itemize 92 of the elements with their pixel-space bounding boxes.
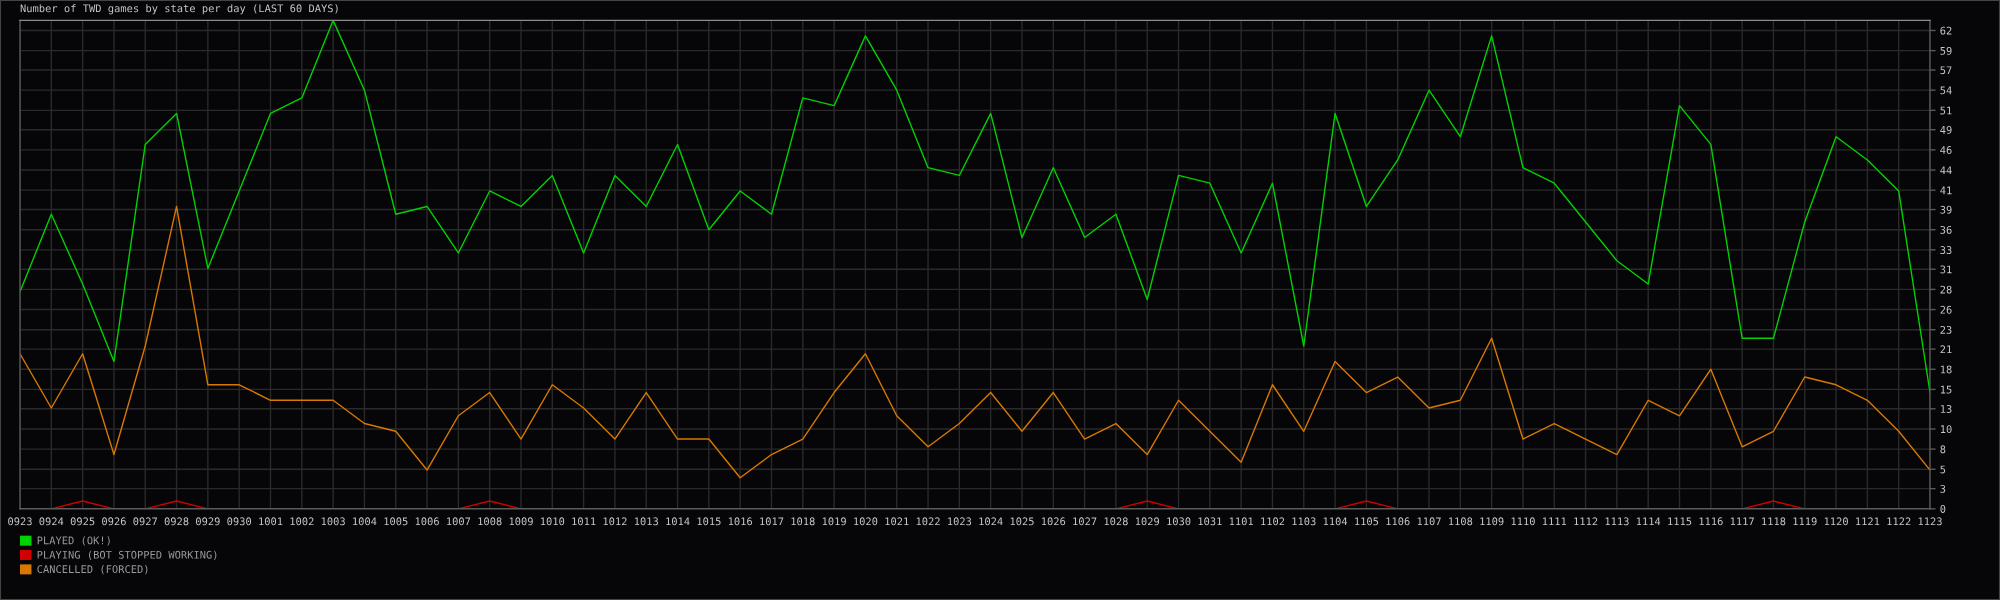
y-tick-label: 31 <box>1940 265 1952 274</box>
y-tick-label: 0 <box>1940 505 1946 513</box>
y-tick-label: 36 <box>1940 225 1952 234</box>
x-tick-label: 1015 <box>697 517 721 526</box>
x-tick-label: 1113 <box>1605 517 1629 526</box>
y-tick-label: 8 <box>1940 445 1946 454</box>
line-series <box>20 205 1930 479</box>
x-tick-label: 1029 <box>1135 517 1160 526</box>
x-tick-label: 0926 <box>102 517 126 526</box>
x-tick-label: 1007 <box>447 517 471 526</box>
legend-label: PLAYING (BOT STOPPED WORKING) <box>37 550 217 560</box>
x-tick-label: 0924 <box>39 517 64 526</box>
x-tick-label: 1114 <box>1636 517 1661 526</box>
x-tick-label: 0927 <box>133 517 158 526</box>
x-tick-label: 1016 <box>728 517 753 526</box>
x-tick-label: 1005 <box>384 517 408 526</box>
x-tick-label: 1017 <box>760 517 784 526</box>
y-tick-label: 62 <box>1940 26 1952 35</box>
x-tick-label: 1119 <box>1793 517 1817 526</box>
x-tick-label: 1105 <box>1355 517 1379 526</box>
x-tick-label: 1006 <box>415 517 439 526</box>
x-tick-label: 1019 <box>822 517 846 526</box>
y-tick-label: 54 <box>1940 86 1952 95</box>
x-tick-label: 1121 <box>1856 517 1880 526</box>
y-tick-label: 18 <box>1940 365 1952 374</box>
x-tick-label: 1004 <box>353 517 377 526</box>
y-tick-label: 49 <box>1940 125 1952 134</box>
x-tick-label: 0928 <box>164 517 189 526</box>
x-tick-label: 1013 <box>634 517 658 526</box>
x-tick-label: 1030 <box>1167 517 1191 526</box>
x-tick-label: 1116 <box>1699 517 1723 526</box>
x-tick-label: 1123 <box>1918 517 1942 526</box>
chart-title: Number of TWD games by state per day (LAST 60 DAYS) <box>20 4 338 15</box>
x-tick-label: 0925 <box>70 517 95 526</box>
y-tick-label: 33 <box>1940 246 1952 254</box>
x-tick-label: 0929 <box>196 517 220 526</box>
x-tick-label: 1001 <box>259 517 283 526</box>
y-tick-label: 3 <box>1940 484 1946 493</box>
legend-label: CANCELLED (FORCED) <box>37 565 148 575</box>
x-tick-label: 1107 <box>1417 517 1441 526</box>
x-tick-label: 1024 <box>979 517 1003 526</box>
x-tick-label: 1111 <box>1542 517 1567 526</box>
y-tick-label: 26 <box>1940 305 1952 314</box>
x-tick-label: 1118 <box>1762 517 1786 526</box>
x-tick-label: 1008 <box>478 517 502 526</box>
y-tick-label: 23 <box>1940 325 1952 334</box>
y-tick-label: 5 <box>1940 465 1946 474</box>
x-tick-label: 1011 <box>572 517 596 526</box>
legend-label: PLAYED (OK!) <box>37 536 110 546</box>
x-tick-label: 1020 <box>854 517 878 526</box>
x-tick-label: 1122 <box>1887 517 1911 526</box>
y-tick-label: 46 <box>1940 146 1952 154</box>
x-tick-label: 1120 <box>1824 517 1848 526</box>
y-tick-label: 10 <box>1940 425 1952 434</box>
x-tick-label: 1002 <box>290 517 314 526</box>
x-tick-label: 1026 <box>1041 517 1066 526</box>
x-tick-label: 1021 <box>885 517 909 526</box>
x-tick-label: 1003 <box>321 517 345 526</box>
y-tick-label: 28 <box>1940 285 1952 294</box>
y-tick-label: 39 <box>1940 205 1952 214</box>
y-tick-label: 57 <box>1940 66 1952 75</box>
x-tick-label: 1025 <box>1010 517 1034 526</box>
x-tick-label: 1108 <box>1449 517 1473 526</box>
x-tick-label: 1102 <box>1261 517 1285 526</box>
x-tick-label: 1106 <box>1386 517 1410 526</box>
x-tick-label: 1022 <box>916 517 940 526</box>
y-tick-label: 15 <box>1940 385 1952 394</box>
y-tick-label: 44 <box>1940 166 1952 175</box>
x-tick-label: 1014 <box>666 517 690 526</box>
x-tick-label: 1027 <box>1073 517 1097 526</box>
x-tick-label: 1109 <box>1480 517 1504 526</box>
x-tick-label: 1115 <box>1668 517 1692 526</box>
x-tick-label: 1028 <box>1104 517 1128 526</box>
x-tick-label: 1012 <box>603 517 627 526</box>
x-tick-label: 1103 <box>1292 517 1316 526</box>
x-tick-label: 1023 <box>948 517 972 526</box>
x-tick-label: 1009 <box>509 517 533 526</box>
y-tick-label: 59 <box>1940 46 1952 55</box>
x-tick-label: 1010 <box>541 517 565 526</box>
y-tick-label: 41 <box>1940 186 1952 195</box>
y-tick-label: 13 <box>1940 405 1952 413</box>
x-tick-label: 1101 <box>1229 517 1253 526</box>
y-tick-label: 21 <box>1940 345 1952 354</box>
x-tick-label: 1104 <box>1323 517 1348 526</box>
x-tick-label: 0930 <box>227 517 252 526</box>
x-tick-label: 1112 <box>1574 517 1598 526</box>
y-tick-label: 51 <box>1940 106 1952 115</box>
x-tick-label: 1018 <box>791 517 815 526</box>
x-tick-label: 1110 <box>1511 517 1535 526</box>
x-tick-label: 1117 <box>1730 517 1754 526</box>
x-tick-label: 0923 <box>8 517 32 526</box>
x-tick-label: 1031 <box>1198 517 1222 526</box>
